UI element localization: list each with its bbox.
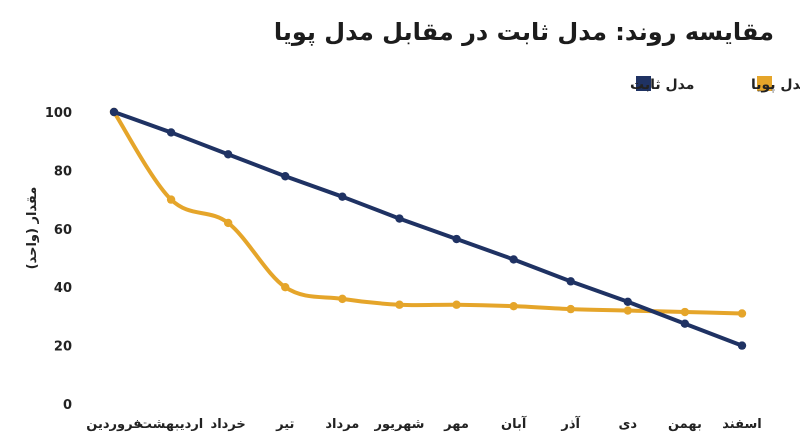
series-layer (109, 107, 747, 350)
data-point (395, 214, 404, 223)
data-point (338, 192, 347, 201)
data-point (452, 234, 461, 244)
x-tick-label: آذر (560, 415, 580, 432)
data-point (223, 218, 233, 228)
x-tick-label: آبان (501, 415, 527, 432)
y-tick-label: 80 (54, 164, 72, 179)
x-tick-label: دی (619, 417, 638, 432)
y-tick-label: 40 (54, 281, 72, 296)
x-tick-label: بهمن (668, 417, 702, 432)
x-tick-label: مرداد (325, 417, 359, 432)
series-line (112, 110, 744, 348)
x-tick-label: اسفند (722, 417, 761, 432)
chart-title: مقایسه روند: مدل ثابت در مقابل مدل پویا (273, 18, 774, 46)
data-point (281, 283, 290, 292)
legend-label: مدل ثابت (630, 77, 694, 93)
data-point (452, 300, 461, 309)
data-point (623, 297, 633, 306)
data-point (566, 304, 575, 314)
x-tick-label: خرداد (211, 417, 246, 432)
y-axis-label: مقدار (واحد) (25, 187, 40, 270)
legend-swatch (757, 76, 772, 91)
x-tick-label: تیر (275, 417, 294, 432)
series-0 (109, 107, 747, 318)
data-point (281, 172, 290, 181)
x-tick-label: شهریور (373, 417, 424, 432)
data-point (166, 128, 176, 137)
data-point (109, 107, 119, 117)
data-point (395, 300, 404, 309)
y-tick-label: 20 (54, 340, 72, 355)
y-axis: 0 20 40 60 80 100 مقدار (واحد) (25, 106, 72, 413)
data-point (737, 309, 747, 318)
x-tick-label: فروردین (86, 417, 141, 432)
data-point (623, 306, 633, 315)
data-point (223, 150, 233, 159)
data-point (338, 294, 347, 304)
data-point (509, 301, 518, 311)
data-point (166, 195, 176, 204)
data-point (566, 277, 575, 286)
y-tick-label: 100 (45, 106, 72, 121)
legend-swatch (636, 76, 651, 91)
data-point (737, 341, 747, 350)
x-tick-label: مهر (443, 417, 469, 432)
x-tick-label: اردیبهشت (139, 417, 203, 432)
data-point (680, 307, 690, 317)
series-line (112, 110, 744, 316)
legend: مدل پویا مدل ثابت (630, 76, 800, 93)
data-point (509, 255, 518, 264)
legend-label: مدل پویا (751, 77, 800, 93)
y-tick-label: 0 (63, 398, 72, 413)
y-tick-label: 60 (54, 223, 72, 238)
series-1 (109, 107, 747, 350)
data-point (680, 319, 690, 328)
